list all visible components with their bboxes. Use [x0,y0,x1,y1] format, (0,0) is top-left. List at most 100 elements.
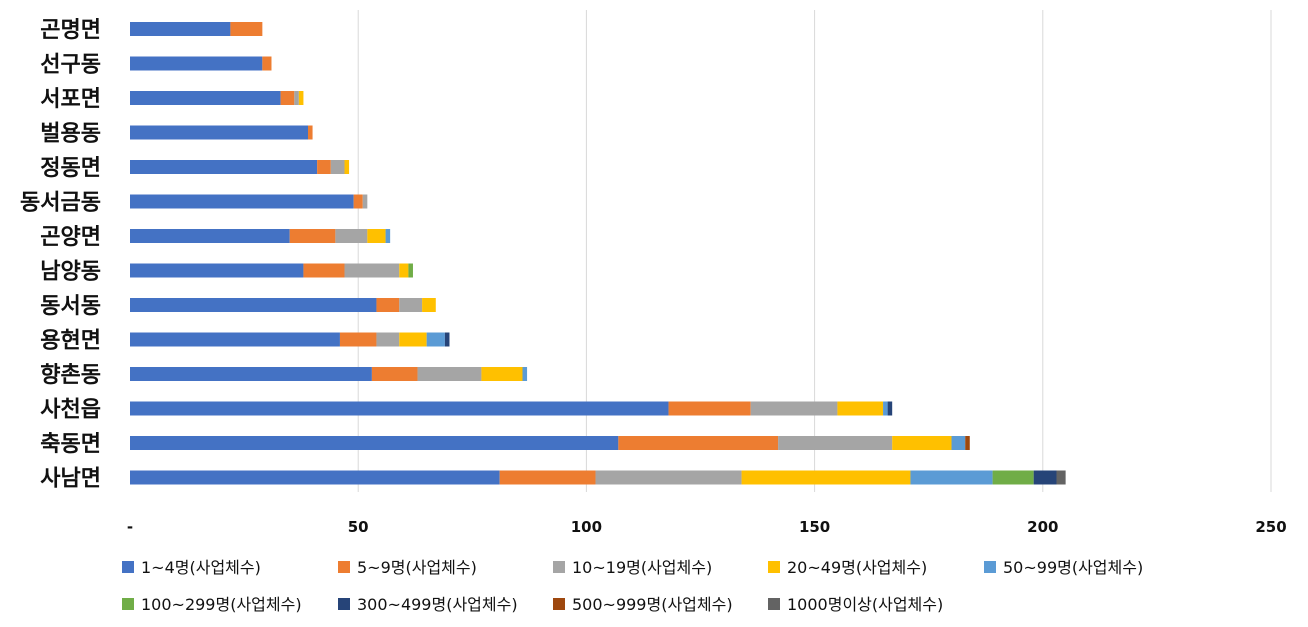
bar-segment [883,401,888,416]
bar-segment [618,436,779,450]
legend-label: 50~99명(사업체수) [1003,558,1143,577]
bar-segment [130,470,500,485]
x-tick-label: 250 [1255,518,1286,536]
category-label: 향촌동 [40,363,101,388]
legend-label: 500~999명(사업체수) [572,595,733,614]
bar-segment [499,470,596,485]
bar-segment [130,367,372,381]
x-tick-label: - [127,518,133,536]
bar-segment [130,229,290,243]
bar-segment [376,332,400,347]
bar-segment [130,263,304,278]
bar-segment [376,298,400,312]
category-label: 서포면 [40,87,101,112]
bar-segment [399,298,423,312]
category-labels: 곤명면선구동서포면벌용동정동면동서금동곤양면남양동동서동용현면향촌동사천읍축동면… [20,18,101,492]
bar-segment [481,367,523,381]
category-label: 정동면 [40,156,101,181]
legend-label: 300~499명(사업체수) [357,595,518,614]
bar-segment [130,436,619,450]
category-label: 곤양면 [40,225,101,250]
x-tick-label: 150 [799,518,830,536]
bar-segment [417,367,482,381]
bar-segment [130,22,231,36]
bar-segment [130,91,281,105]
bar-segment [130,298,377,312]
legend-swatch [984,561,996,573]
legend-swatch [122,561,134,573]
bar-segment [344,160,350,174]
category-label: 동서금동 [20,191,101,216]
category-label: 벌용동 [40,122,101,147]
category-label: 선구동 [40,53,101,78]
legend-label: 10~19명(사업체수) [572,558,712,577]
bar-segment [595,470,742,485]
bar-segment [426,332,445,347]
x-tick-label: 200 [1027,518,1058,536]
bar-segment [294,91,299,105]
category-label: 축동면 [40,432,101,457]
bar-segment [951,436,966,450]
bar-segment [668,401,751,416]
legend-label: 100~299명(사업체수) [141,595,302,614]
bar-segment [307,125,313,140]
bar-segment [750,401,838,416]
legend-swatch [768,598,780,610]
bar-segment [317,160,331,174]
bar-segment [385,229,391,243]
bar-segment [741,470,911,485]
legend-swatch [338,598,350,610]
bar-segment [230,22,263,36]
x-tick-label: 100 [571,518,602,536]
category-label: 용현면 [40,329,101,354]
legend-label: 1000명이상(사업체수) [787,595,943,614]
bar-segment [408,263,413,278]
bar-segment [362,194,368,209]
bar-segment [130,160,318,174]
bar-segment [339,332,377,347]
bar-segment [399,263,409,278]
bar-segment [892,436,952,450]
bar-segment [353,194,363,209]
legend-swatch [122,598,134,610]
bar-segment [303,263,345,278]
bar-segment [330,160,345,174]
bar-segment [1056,470,1066,485]
bar-segment [1033,470,1057,485]
legend-swatch [768,561,780,573]
bar-segment [367,229,386,243]
bar-segment [344,263,400,278]
bar-segment [289,229,336,243]
bar-segment [262,56,272,71]
legend-swatch [553,561,565,573]
bar-segment [130,401,669,416]
legend-swatch [553,598,565,610]
legend-label: 5~9명(사업체수) [357,558,477,577]
category-label: 곤명면 [40,18,101,43]
bar-segment [837,401,884,416]
bar-segment [992,470,1034,485]
x-tick-label: 50 [348,518,369,536]
legend-label: 1~4명(사업체수) [141,558,261,577]
x-axis-tick-labels: - 50 100 150 200 250 [127,518,1287,536]
bar-segment [444,332,450,347]
bar-segment [422,298,436,312]
bar-segment [399,332,427,347]
bar-segment [130,332,340,347]
bar-segment [522,367,528,381]
bar-segment [778,436,893,450]
bar-segment [130,56,263,71]
legend-swatch [338,561,350,573]
bar-segment [887,401,893,416]
bar-segment [910,470,993,485]
bar-segment [130,125,308,140]
bar-segment [298,91,304,105]
legend-label: 20~49명(사업체수) [787,558,927,577]
category-label: 남양동 [40,260,101,285]
gridlines [357,10,1272,492]
bar-segment [130,194,354,209]
legend: 1~4명(사업체수) 5~9명(사업체수) 10~19명(사업체수) 20~49명(사… [122,558,1143,614]
bar-segment [280,91,295,105]
bars [130,22,1066,485]
